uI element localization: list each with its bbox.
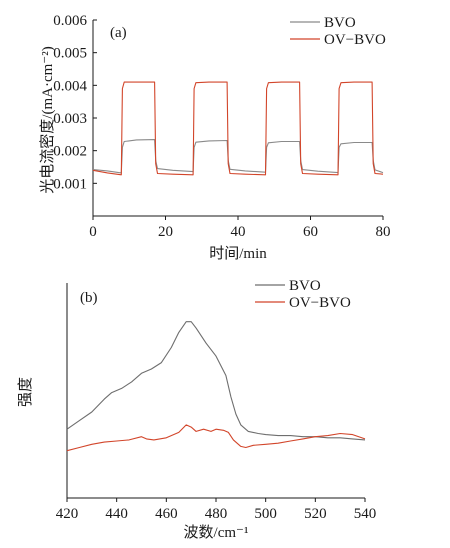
series-line-bvo [66, 321, 366, 441]
legend-label: OV−BVO [289, 295, 351, 311]
x-axis-title: 时间/min [209, 245, 267, 262]
x-axis-title: 波数/cm⁻¹ [184, 524, 249, 541]
panel-label: (b) [80, 290, 98, 306]
x-tick-label: 420 [56, 506, 79, 522]
series-line-ov-bvo [66, 424, 366, 452]
y-tick-label: 0.004 [53, 78, 87, 94]
y-tick-label: 0.003 [53, 111, 87, 127]
y-tick-label: 0.006 [53, 13, 87, 29]
y-tick-label: 0.002 [53, 144, 87, 160]
x-tick-label: 540 [354, 506, 377, 522]
x-tick-label: 520 [304, 506, 327, 522]
x-tick-label: 80 [376, 224, 391, 240]
y-tick-label: 0.005 [53, 46, 87, 62]
y-axis-title: 光电流密度/(mA·cm⁻²) [39, 46, 56, 193]
legend-label: BVO [324, 15, 356, 31]
legend-label: BVO [289, 278, 321, 294]
legend-label: OV−BVO [324, 32, 386, 48]
x-tick-label: 40 [231, 224, 246, 240]
series-line-ov-bvo [92, 81, 384, 176]
y-axis-title: 强度 [17, 377, 34, 407]
x-tick-label: 480 [205, 506, 228, 522]
x-tick-label: 440 [105, 506, 128, 522]
panel-label: (a) [110, 25, 127, 41]
x-tick-label: 460 [155, 506, 178, 522]
x-tick-label: 0 [89, 224, 97, 240]
y-tick-label: 0.001 [53, 176, 87, 192]
x-tick-label: 20 [158, 224, 173, 240]
x-tick-label: 60 [303, 224, 318, 240]
series-line-bvo [92, 139, 384, 174]
x-tick-label: 500 [254, 506, 277, 522]
